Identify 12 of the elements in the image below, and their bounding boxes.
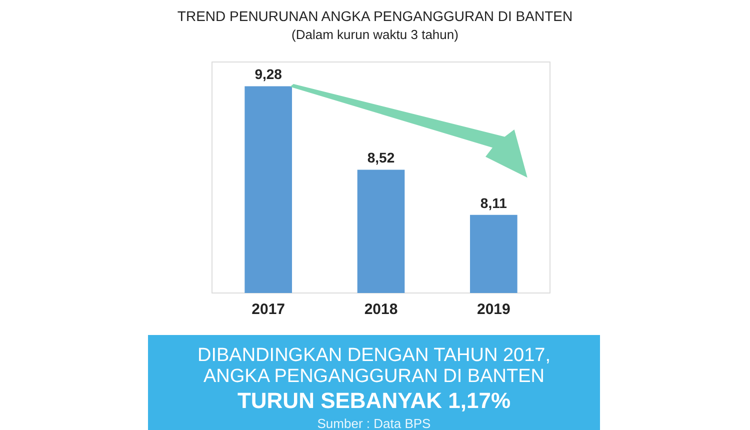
data-label: 9,28	[254, 66, 282, 82]
x-tick-label: 2018	[364, 301, 398, 318]
chart-subtitle: (Dalam kurun waktu 3 tahun)	[290, 27, 460, 42]
data-label: 8,11	[480, 194, 508, 211]
x-tick-label: 2019	[476, 301, 510, 318]
text: Sumber : Data BPS	[316, 415, 432, 430]
x-tick-label: 2017	[252, 301, 286, 318]
text: DIBANDINGKAN DENGAN TAHUN 2017,	[196, 344, 552, 366]
chart-title: TREND PENURUNAN ANGKA PENGANGGURAN DI BANTEN	[176, 8, 574, 24]
text: ANGKA PENGANGGURAN DI BANTEN	[202, 366, 546, 387]
text: TURUN SEBANYAK 1,17%	[236, 387, 512, 415]
data-label: 8,52	[367, 150, 395, 166]
